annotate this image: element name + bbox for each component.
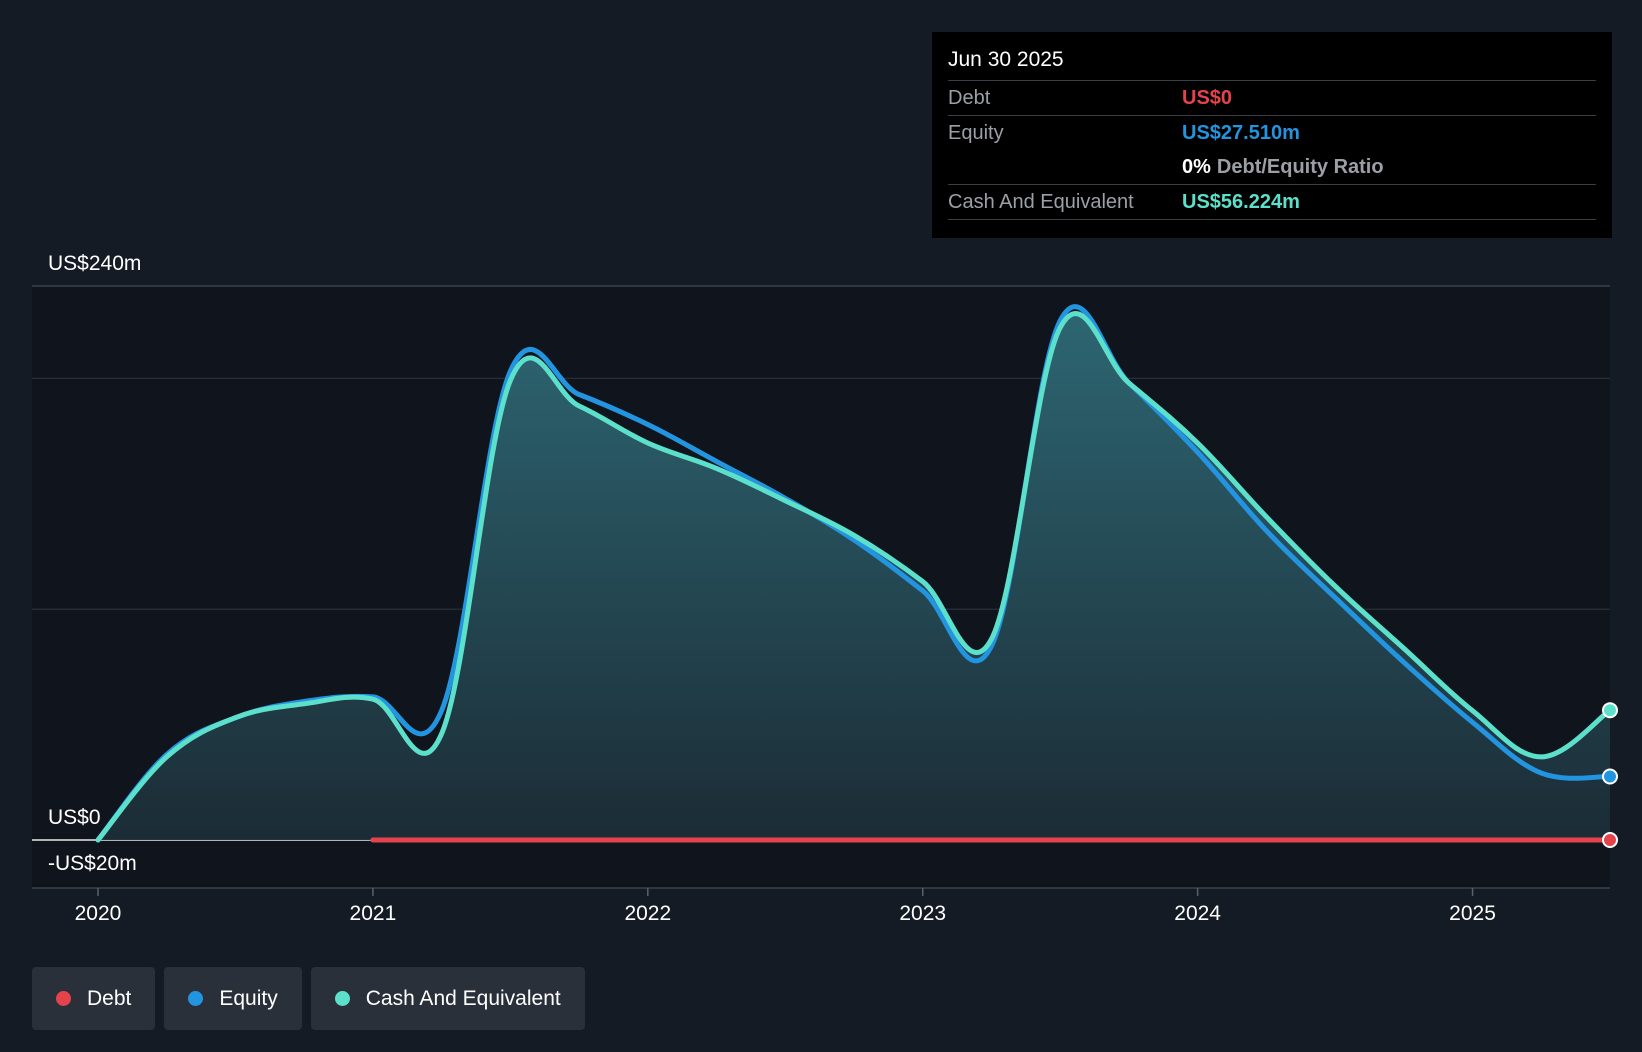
end-dot-equity (1602, 768, 1618, 785)
tooltip-cash-label: Cash And Equivalent (948, 190, 1134, 213)
area-layer (98, 313, 1610, 840)
legend-label-cash: Cash And Equivalent (365, 986, 561, 1010)
y-axis-labels: US$240m US$0 -US$20m (48, 252, 141, 875)
tooltip-row-ratio: 0% Debt/Equity Ratio (948, 150, 1596, 184)
end-dot-cash-and-equivalent (1602, 702, 1618, 719)
y-label-1: US$0 (48, 806, 101, 829)
tooltip-row-debt: Debt US$0 (948, 80, 1596, 115)
cash-area-fill (98, 313, 1610, 840)
y-label-0: US$240m (48, 252, 141, 275)
x-tick-label-4: 2024 (1174, 902, 1221, 925)
x-tick-label-2: 2022 (624, 902, 671, 925)
chart-legend: Debt Equity Cash And Equivalent (32, 967, 585, 1030)
x-tick-label-3: 2023 (899, 902, 946, 925)
series-line-equity (95, 304, 1613, 843)
end-dots (1602, 702, 1618, 848)
x-axis-labels: 2020 2021 2022 2023 2024 2025 (75, 888, 1496, 925)
x-tick-label-0: 2020 (75, 902, 122, 925)
lines-layer (95, 304, 1613, 843)
tooltip-date: Jun 30 2025 (948, 48, 1064, 71)
y-label-2: -US$20m (48, 852, 137, 875)
tooltip-panel: Jun 30 2025 Debt US$0 Equity US$27.510m … (932, 32, 1612, 238)
legend-item-cash[interactable]: Cash And Equivalent (310, 967, 585, 1030)
legend-dot-debt-icon (56, 991, 71, 1006)
tooltip-cash-value: US$56.224m (1182, 190, 1300, 213)
legend-label-debt: Debt (87, 986, 132, 1010)
end-dot-debt (1602, 832, 1618, 848)
tooltip-debt-label: Debt (948, 86, 991, 109)
tooltip-equity-label: Equity (948, 121, 1004, 144)
legend-dot-cash-icon (334, 991, 350, 1006)
tooltip-row-cash: Cash And Equivalent US$56.224m (948, 184, 1596, 220)
tooltip-ratio-value: 0% (1182, 155, 1211, 178)
series-line-cash-and-equivalent (95, 311, 1613, 843)
legend-dot-equity-icon (188, 991, 204, 1006)
tooltip-equity-value: US$27.510m (1182, 121, 1300, 144)
legend-item-equity[interactable]: Equity (164, 967, 302, 1030)
tooltip-debt-value: US$0 (1182, 86, 1233, 109)
legend-item-debt[interactable]: Debt (32, 967, 156, 1030)
legend-label-equity: Equity (219, 986, 278, 1010)
x-tick-label-1: 2021 (350, 902, 397, 925)
tooltip-ratio-label: Debt/Equity Ratio (1216, 155, 1384, 178)
x-tick-label-5: 2025 (1449, 902, 1496, 925)
tooltip-row-equity: Equity US$27.510m (948, 115, 1596, 150)
